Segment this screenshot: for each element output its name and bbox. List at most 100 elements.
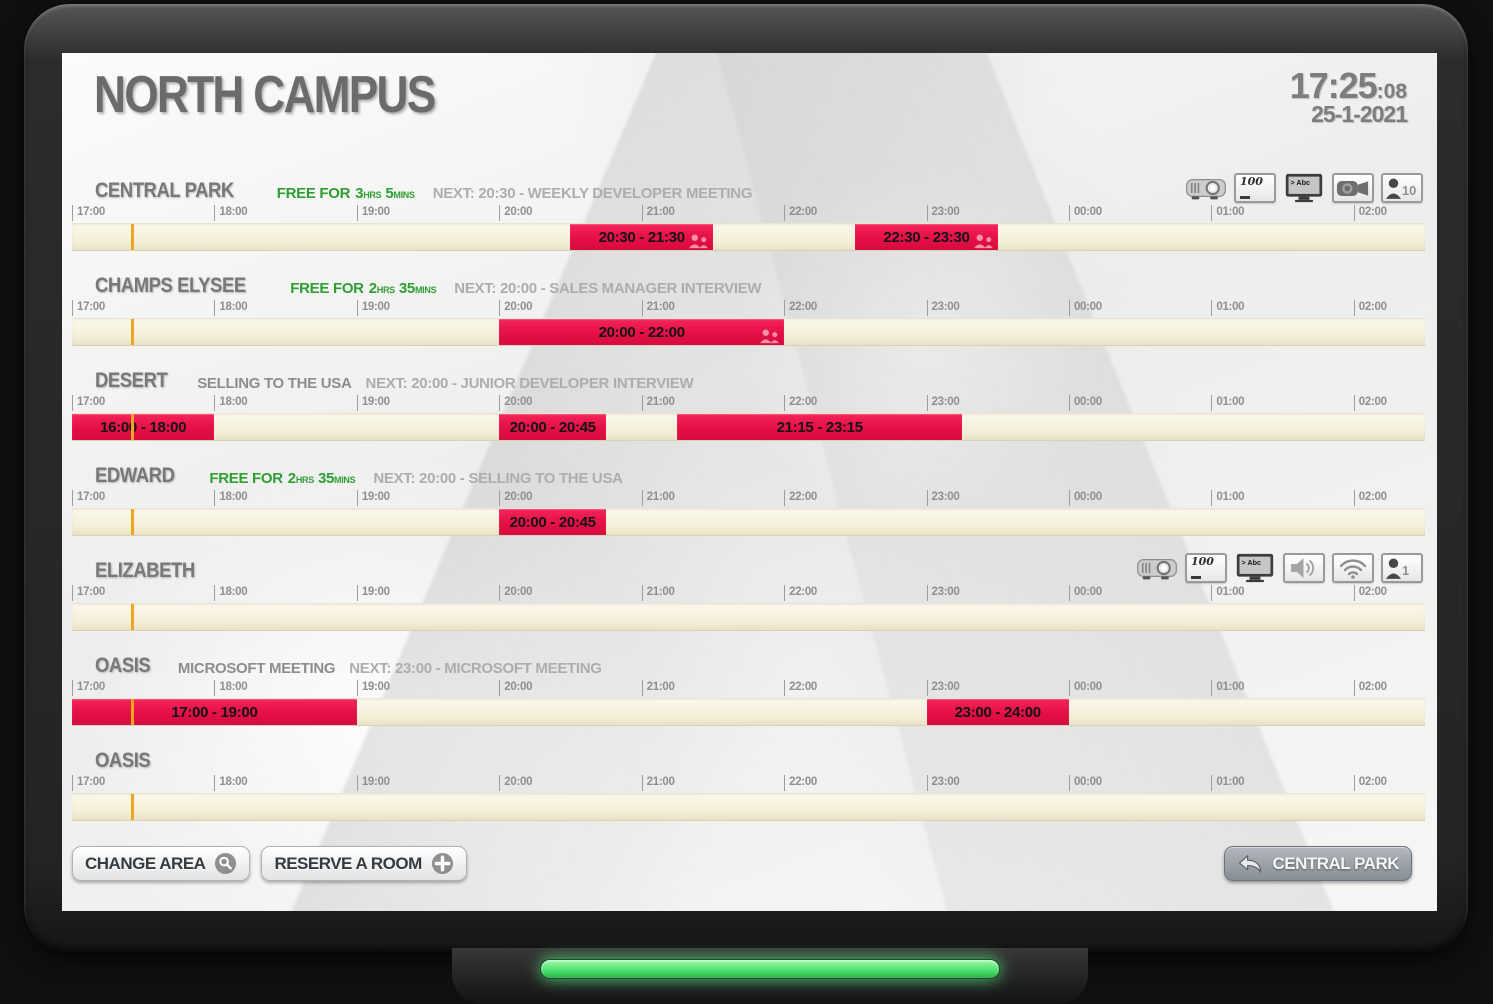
- current-meeting: MICROSOFT MEETING: [177, 660, 336, 677]
- hour-label: 02:00: [1353, 395, 1387, 411]
- svg-text:> Abc: > Abc: [1290, 178, 1310, 187]
- booking-block[interactable]: 20:00 - 22:00: [499, 319, 785, 345]
- hour-label: 01:00: [1211, 490, 1245, 506]
- hour-scale: 17:00 18:00 19:00 20:00 21:00 22:00 23:00 00:00…: [72, 300, 1425, 317]
- room-name: OASIS: [95, 654, 151, 677]
- room-name: OASIS: [95, 749, 151, 772]
- hour-label: 18:00: [214, 490, 248, 506]
- room-list: CENTRAL PARK FREE FOR 3 HRS 5 MINS NEXT: 20:…: [62, 171, 1437, 836]
- hour-label: 21:00: [641, 205, 675, 221]
- free-duration: FREE FOR 3 HRS 5 MINS: [276, 185, 415, 202]
- booking-block[interactable]: 16:00 - 18:00: [72, 414, 215, 440]
- room-name: EDWARD: [95, 464, 175, 487]
- room-row-champs-elysee: CHAMPS ELYSEE FREE FOR 2 HRS 35 MINS NEXT: 2…: [62, 266, 1437, 361]
- current-time-marker: [131, 509, 135, 535]
- change-area-button[interactable]: CHANGE AREA: [72, 846, 251, 881]
- footer: CHANGE AREA RESERVE A ROOM CENTRAL PARK: [62, 846, 1437, 881]
- hour-label: 20:00: [499, 205, 532, 221]
- hour-scale: 17:00 18:00 19:00 20:00 21:00 22:00 23:00 00:00…: [72, 680, 1425, 697]
- hour-label: 18:00: [214, 300, 248, 316]
- hour-label: 20:00: [499, 775, 532, 791]
- hour-label: 00:00: [1068, 300, 1102, 316]
- tv-icon: > Abc: [1283, 173, 1325, 203]
- hour-label: 19:00: [356, 585, 390, 601]
- next-meeting: NEXT: 20:00 - JUNIOR DEVELOPER INTERVIEW: [365, 375, 694, 392]
- hour-scale: 17:00 18:00 19:00 20:00 21:00 22:00 23:00 00:00…: [72, 395, 1425, 412]
- projector-icon: [1136, 553, 1178, 583]
- search-icon: [214, 852, 237, 875]
- hour-label: 01:00: [1211, 395, 1245, 411]
- hour-label: 01:00: [1211, 300, 1245, 316]
- booking-block[interactable]: 20:30 - 21:30: [570, 224, 713, 250]
- hour-label: 23:00: [926, 205, 960, 221]
- hour-label: 22:00: [784, 585, 817, 601]
- status-led: [540, 959, 1000, 979]
- current-time-marker: [131, 699, 135, 725]
- timeline-bar[interactable]: 20:00 - 22:00: [72, 318, 1425, 346]
- hour-label: 18:00: [214, 680, 248, 696]
- hour-label: 01:00: [1211, 205, 1245, 221]
- tablet-stand: [452, 948, 1088, 1004]
- next-meeting: NEXT: 20:30 - WEEKLY DEVELOPER MEETING: [432, 185, 753, 202]
- next-meeting: NEXT: 20:00 - SELLING TO THE USA: [373, 470, 623, 487]
- hour-label: 02:00: [1353, 300, 1387, 316]
- hour-label: 21:00: [641, 585, 675, 601]
- next-meeting: NEXT: 20:00 - SALES MANAGER INTERVIEW: [454, 280, 762, 297]
- hour-label: 18:00: [214, 775, 248, 791]
- room-row-oasis-2: OASIS 17:00 18:00 19:00 20:00 21:00 22:00 23:0…: [62, 741, 1437, 836]
- wifi-icon: [1332, 553, 1374, 583]
- room-name: CENTRAL PARK: [95, 179, 234, 202]
- room-row-edward: EDWARD FREE FOR 2 HRS 35 MINS NEXT: 20:00 - …: [62, 456, 1437, 551]
- timeline-bar[interactable]: 20:00 - 20:45: [72, 508, 1425, 536]
- hour-label: 01:00: [1211, 680, 1245, 696]
- hour-label: 19:00: [356, 205, 390, 221]
- reserve-room-button[interactable]: RESERVE A ROOM: [261, 846, 467, 881]
- attendees-icon: [972, 233, 997, 250]
- hour-label: 22:00: [784, 775, 817, 791]
- timeline-bar[interactable]: [72, 793, 1425, 821]
- whiteboard-icon: 100: [1234, 173, 1276, 203]
- booking-block[interactable]: 23:00 - 24:00: [926, 699, 1069, 725]
- hour-label: 17:00: [72, 585, 105, 601]
- booking-block[interactable]: 17:00 - 19:00: [72, 699, 357, 725]
- hour-scale: 17:00 18:00 19:00 20:00 21:00 22:00 23:00 00:00…: [72, 585, 1425, 602]
- timeline-bar[interactable]: 16:00 - 18:00 20:00 - 20:45 21:15 - 23:15: [72, 413, 1425, 441]
- capacity-icon: 1: [1381, 553, 1423, 583]
- capacity-icon: 10: [1381, 173, 1423, 203]
- hour-label: 00:00: [1068, 585, 1102, 601]
- booking-block[interactable]: 21:15 - 23:15: [677, 414, 963, 440]
- hour-label: 00:00: [1068, 775, 1102, 791]
- page-title: NORTH CAMPUS: [94, 66, 436, 124]
- tv-icon: > Abc: [1234, 553, 1276, 583]
- room-name: ELIZABETH: [95, 559, 195, 582]
- timeline-bar[interactable]: 20:30 - 21:30 22:30 - 23:30: [72, 223, 1425, 251]
- back-arrow-icon: [1237, 853, 1263, 874]
- current-time-marker: [131, 604, 135, 630]
- hour-label: 00:00: [1068, 680, 1102, 696]
- clock-seconds: :08: [1376, 80, 1407, 103]
- booking-block[interactable]: 22:30 - 23:30: [855, 224, 998, 250]
- hour-label: 22:00: [784, 205, 817, 221]
- back-to-room-button[interactable]: CENTRAL PARK: [1224, 846, 1412, 881]
- hour-scale: 17:00 18:00 19:00 20:00 21:00 22:00 23:00 00:00…: [72, 490, 1425, 507]
- hour-label: 21:00: [641, 490, 675, 506]
- hour-label: 18:00: [214, 395, 248, 411]
- timeline-bar[interactable]: [72, 603, 1425, 631]
- booking-block[interactable]: 20:00 - 20:45: [499, 414, 607, 440]
- hour-label: 02:00: [1353, 585, 1387, 601]
- hour-label: 17:00: [72, 395, 105, 411]
- hour-label: 17:00: [72, 490, 105, 506]
- hour-label: 00:00: [1068, 490, 1102, 506]
- room-row-desert: DESERT SELLING TO THE USA NEXT: 20:00 - …: [62, 361, 1437, 456]
- clock: 17:25:08 25-1-2021: [1290, 65, 1408, 128]
- hour-label: 17:00: [72, 775, 105, 791]
- hour-label: 22:00: [784, 300, 817, 316]
- free-duration: FREE FOR 2 HRS 35 MINS: [290, 280, 437, 297]
- timeline-bar[interactable]: 17:00 - 19:00 23:00 - 24:00: [72, 698, 1425, 726]
- hour-label: 23:00: [926, 585, 960, 601]
- current-meeting: SELLING TO THE USA: [197, 375, 352, 392]
- hour-label: 21:00: [641, 775, 675, 791]
- hour-label: 20:00: [499, 680, 532, 696]
- hour-label: 18:00: [214, 205, 248, 221]
- booking-block[interactable]: 20:00 - 20:45: [499, 509, 607, 535]
